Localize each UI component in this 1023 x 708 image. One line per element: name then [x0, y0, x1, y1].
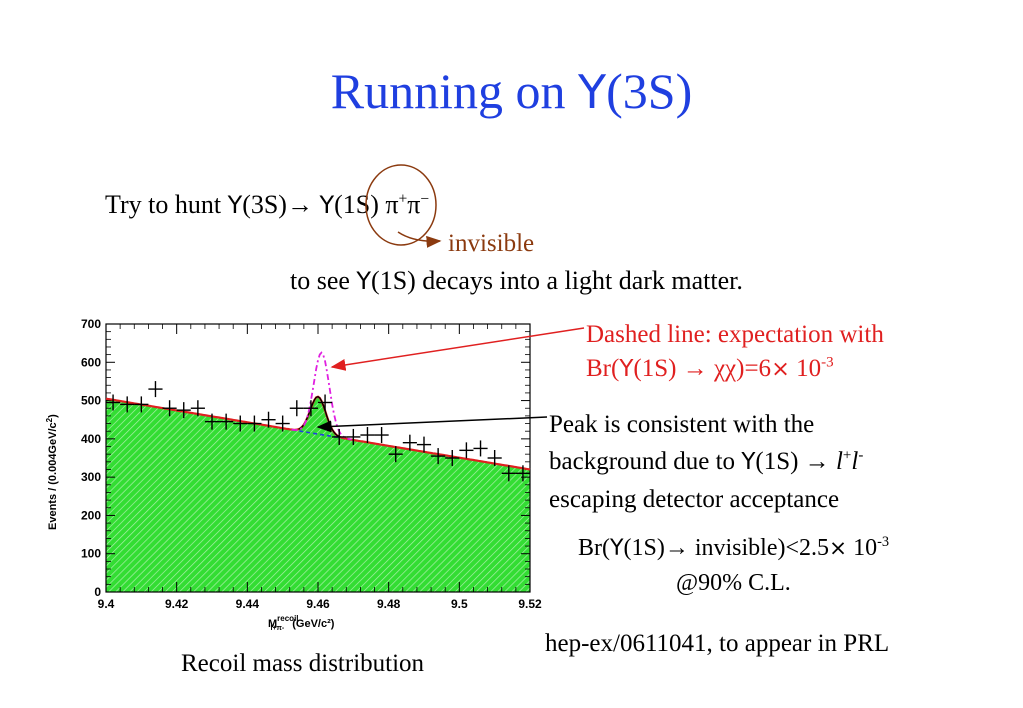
data-point: [176, 402, 191, 419]
x-tick-label: 9.44: [236, 597, 260, 611]
data-point: [346, 428, 361, 445]
plot-caption: Recoil mass distribution: [181, 650, 425, 677]
data-point: [459, 442, 474, 459]
data-point: [106, 394, 121, 411]
data-point: [148, 381, 163, 398]
data-point: [261, 411, 276, 428]
invisible-pointer-arrow: [397, 231, 442, 248]
x-axis-title: Mrecoil l+π- (GeV/c²): [268, 614, 335, 632]
data-point: [402, 434, 417, 451]
slide-title: Running on Υ(3S): [330, 63, 693, 119]
upsilon-symbol: Υ: [578, 65, 607, 119]
branching-ratio-limit: Br(Υ(1S)→ invisible)<2.5× 10-3 @90% C.L.: [578, 534, 890, 596]
x-tick-label: 9.4: [98, 597, 115, 611]
x-tick-label: 9.46: [306, 597, 330, 611]
y-tick-label: 700: [81, 317, 101, 331]
reference-citation: hep-ex/0611041, to appear in PRL: [545, 630, 890, 657]
data-point: [332, 428, 347, 445]
data-point: [120, 396, 135, 413]
data-point: [473, 440, 488, 457]
dark-matter-description: to see Υ(1S) decays into a light dark ma…: [290, 266, 743, 295]
data-point: [219, 413, 234, 430]
peak-annotation: Peak is consistent with the background d…: [549, 411, 864, 513]
data-point: [303, 400, 318, 417]
data-point: [247, 415, 262, 432]
data-point: [360, 427, 375, 444]
invisible-label: invisible: [448, 230, 535, 257]
highlight-ellipse: [365, 164, 437, 246]
expectation-curve: [291, 351, 352, 441]
data-point: [275, 415, 290, 432]
y-tick-label: 600: [81, 355, 101, 369]
data-point: [190, 400, 205, 417]
data-point: [204, 413, 220, 430]
data-point: [388, 446, 403, 463]
x-tick-label: 9.52: [518, 597, 542, 611]
y-tick-label: 400: [81, 432, 101, 446]
decay-description: Try to hunt Υ(3S)→ Υ(1S) π+π−: [105, 190, 430, 219]
data-point: [318, 394, 333, 411]
data-point: [416, 436, 432, 453]
x-tick-label: 9.48: [377, 597, 401, 611]
y-tick-label: 0: [94, 585, 101, 599]
fit-area-fill: [106, 396, 530, 592]
data-point: [134, 396, 149, 413]
x-tick-label: 9.42: [165, 597, 189, 611]
y-tick-label: 100: [81, 547, 101, 561]
expectation-arrow: [330, 327, 585, 371]
data-point: [487, 450, 502, 466]
data-point: [515, 465, 530, 482]
y-axis-title: Events / (0.004GeV/c2): [45, 414, 59, 530]
data-point: [289, 400, 304, 417]
data-point: [445, 450, 460, 466]
y-tick-label: 200: [81, 508, 101, 522]
peak-arrow: [316, 416, 548, 433]
data-point: [374, 427, 389, 444]
data-point: [431, 448, 446, 465]
data-point: [233, 415, 248, 432]
y-tick-label: 300: [81, 470, 101, 484]
expectation-annotation: Dashed line: expectation with Br(Υ(1S) →…: [586, 321, 884, 382]
data-point: [501, 465, 516, 482]
x-tick-label: 9.5: [451, 597, 468, 611]
y-tick-label: 500: [81, 394, 101, 408]
data-point: [162, 400, 177, 417]
